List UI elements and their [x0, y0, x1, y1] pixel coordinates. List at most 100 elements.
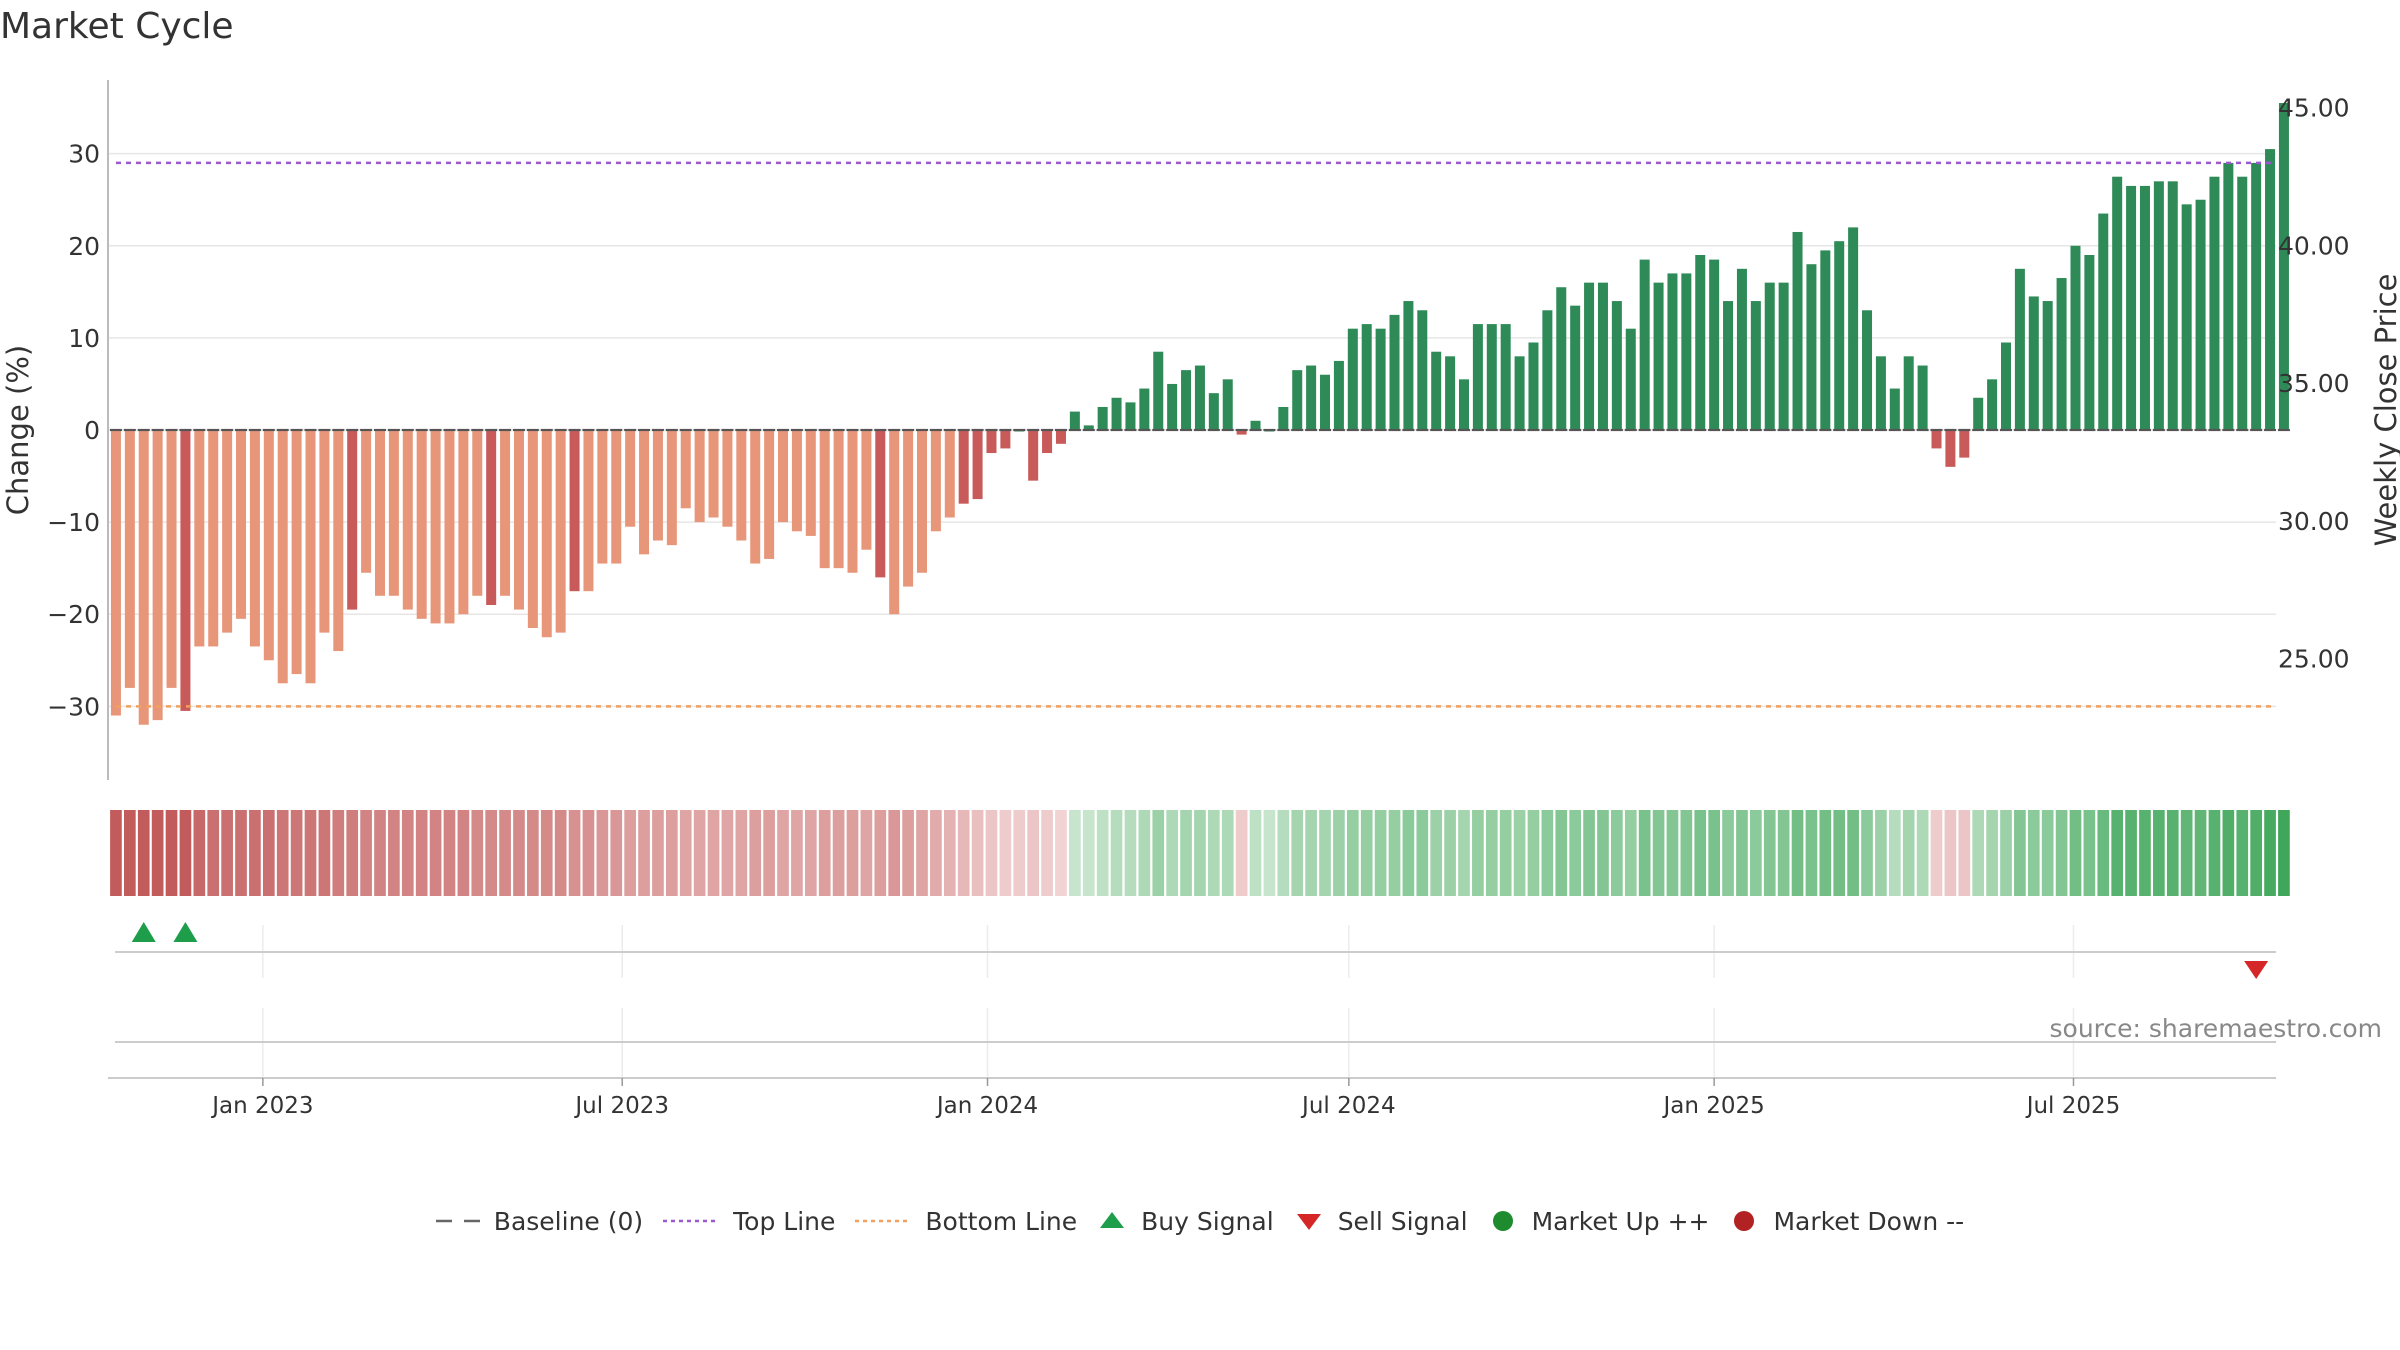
cycle-strip-cell	[777, 810, 789, 896]
cycle-strip-cell	[318, 810, 331, 896]
legend: Baseline (0) Top Line Bottom Line Buy Signa…	[0, 1206, 2400, 1236]
y2-tick-label: 25.00	[2278, 645, 2350, 674]
cycle-strip-cell	[165, 810, 178, 896]
change-bar	[1292, 370, 1303, 430]
triangle-down-icon	[1296, 1214, 1321, 1230]
cycle-strip-cell	[1861, 810, 1873, 896]
change-bar	[263, 430, 274, 661]
change-bar	[1153, 351, 1164, 430]
legend-triangle	[1100, 1212, 1125, 1228]
cycle-strip-cell	[1402, 810, 1415, 896]
cycle-strip-cell	[1624, 810, 1637, 896]
cycle-strip-cell	[1902, 810, 1915, 896]
cycle-strip-cell	[1611, 810, 1623, 896]
change-bar	[1556, 287, 1567, 430]
change-bar	[694, 430, 705, 523]
cycle-strip-cell	[1152, 810, 1165, 896]
cycle-strip-cell	[207, 810, 220, 896]
cycle-strip-cell	[388, 810, 400, 896]
change-bar	[1139, 388, 1150, 430]
cycle-strip-cell	[262, 810, 275, 896]
cycle-strip-cell	[749, 810, 762, 896]
change-bar	[1736, 268, 1747, 430]
cycle-strip-cell	[2041, 810, 2054, 896]
change-bar	[2014, 268, 2025, 430]
change-bar	[1028, 430, 1039, 481]
change-bar	[2084, 255, 2095, 430]
cycle-strip-cell	[1638, 810, 1651, 896]
cycle-strip-cell	[1416, 810, 1429, 896]
change-bar	[722, 430, 733, 527]
change-bar	[2181, 204, 2192, 430]
change-bar	[1681, 273, 1692, 430]
cycle-strip-cell	[1208, 810, 1220, 896]
change-bar	[1889, 388, 1900, 430]
change-bar	[847, 430, 858, 573]
chart-title: Market Cycle	[0, 6, 234, 47]
cycle-strip-cell	[1082, 810, 1095, 896]
cycle-strip-cell	[791, 810, 803, 896]
change-bar	[736, 430, 747, 541]
cycle-strip-cell	[1652, 810, 1665, 896]
change-bar	[2251, 162, 2262, 431]
cycle-strip-cell	[374, 810, 386, 896]
buy-signal-marker	[173, 922, 198, 942]
change-bar	[2056, 278, 2067, 430]
cycle-strip-cell	[1499, 810, 1512, 896]
cycle-strip-cell	[2153, 810, 2165, 896]
cycle-strip-cell	[1027, 810, 1040, 896]
change-bar	[819, 430, 830, 569]
change-bar	[1931, 430, 1942, 449]
change-bar	[1236, 430, 1247, 435]
x-tick-label: Jul 2023	[573, 1093, 669, 1119]
change-bar	[1625, 328, 1636, 430]
change-bar	[249, 430, 260, 647]
cycle-strip-cell	[568, 810, 581, 896]
change-bar	[1542, 310, 1553, 430]
cycle-strip-cell	[888, 810, 901, 896]
buy-signal-marker	[131, 922, 156, 942]
change-bar	[1709, 259, 1720, 430]
cycle-strip-cell	[763, 810, 775, 896]
change-bar	[180, 430, 191, 711]
cycle-strip-cell	[860, 810, 873, 896]
cycle-strip-cell	[666, 810, 678, 896]
cycle-strip-cell	[346, 810, 359, 896]
cycle-strip-cell	[276, 810, 289, 896]
cycle-strip-cell	[638, 810, 650, 896]
change-bar	[2209, 176, 2220, 430]
cycle-strip-cell	[707, 810, 720, 896]
cycle-strip-cell	[1680, 810, 1693, 896]
change-bar	[1667, 273, 1678, 430]
legend-label: Sell Signal	[1337, 1206, 1468, 1236]
cycle-strip-cell	[1791, 810, 1804, 896]
cycle-strip-cell	[137, 810, 150, 896]
change-bar	[277, 430, 288, 684]
change-bar	[1875, 356, 1886, 430]
change-bar	[1042, 430, 1053, 454]
cycle-strip-cell	[1263, 810, 1276, 896]
cycle-strip-cell	[971, 810, 984, 896]
y-tick-label: 10	[68, 324, 100, 353]
market-panel	[115, 1008, 2276, 1080]
change-bar	[1834, 241, 1845, 430]
change-bar	[1723, 301, 1734, 430]
cycle-strip-cell	[1555, 810, 1568, 896]
change-bar	[1500, 324, 1511, 430]
cycle-strip-cell	[1888, 810, 1901, 896]
y-tick-label: −30	[47, 692, 100, 721]
cycle-strip-cell	[1485, 810, 1498, 896]
change-bar	[875, 430, 886, 578]
change-bar	[639, 430, 650, 555]
cycle-strip-cell	[1346, 810, 1359, 896]
cycle-strip-cell	[513, 810, 525, 896]
cycle-strip-cell	[916, 810, 928, 896]
change-bar	[513, 430, 524, 610]
change-bar	[1097, 406, 1108, 430]
cycle-strip-cell	[818, 810, 831, 896]
change-bar	[1528, 342, 1539, 430]
change-bar	[916, 430, 927, 573]
y-tick-label: 30	[68, 140, 100, 169]
change-bar	[1764, 282, 1775, 430]
change-bar	[791, 430, 802, 532]
